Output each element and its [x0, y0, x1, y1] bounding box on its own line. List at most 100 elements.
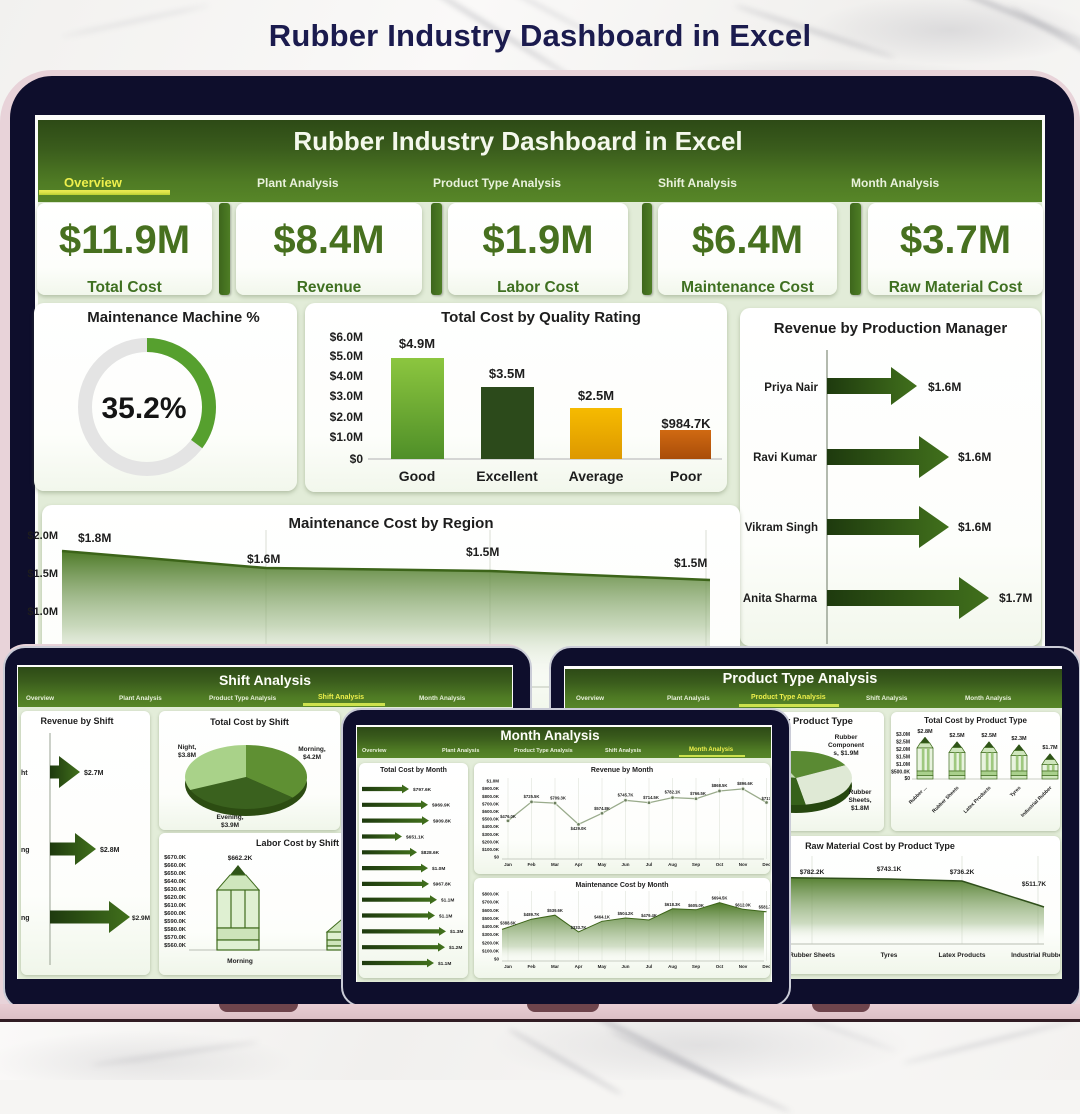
svg-text:Jul: Jul: [646, 862, 653, 867]
svg-text:Nov: Nov: [739, 964, 748, 969]
svg-text:$736.2K: $736.2K: [950, 869, 975, 876]
svg-text:Rubber Sheets: Rubber Sheets: [931, 785, 960, 814]
svg-text:$745.7K: $745.7K: [618, 792, 634, 797]
svg-text:$1.6M: $1.6M: [928, 380, 961, 394]
svg-text:$2.0M: $2.0M: [27, 530, 58, 542]
svg-text:Latex Products: Latex Products: [963, 785, 993, 815]
svg-text:$700.0K: $700.0K: [482, 900, 500, 905]
svg-text:May: May: [598, 964, 607, 969]
svg-text:$1.1M: $1.1M: [441, 898, 454, 904]
svg-text:$539.6K: $539.6K: [547, 908, 563, 913]
svg-text:May: May: [598, 862, 607, 867]
svg-text:$1.8M: $1.8M: [78, 531, 111, 545]
svg-text:Good: Good: [399, 468, 436, 484]
svg-text:$967.8K: $967.8K: [433, 882, 452, 888]
svg-text:$4.0M: $4.0M: [330, 369, 363, 383]
svg-text:Industrial Rubber: Industrial Rubber: [1011, 952, 1060, 959]
svg-text:$2.0M: $2.0M: [330, 410, 363, 424]
svg-text:$333.7K: $333.7K: [571, 925, 587, 930]
svg-text:Apr: Apr: [575, 964, 583, 969]
svg-text:$766.5K: $766.5K: [690, 791, 706, 796]
svg-text:$896.6K: $896.6K: [737, 781, 753, 786]
svg-text:$605.0K: $605.0K: [688, 903, 704, 908]
svg-text:$570.0K: $570.0K: [164, 935, 187, 941]
svg-text:$618.3K: $618.3K: [665, 902, 681, 907]
svg-text:$984.7K: $984.7K: [661, 416, 711, 431]
svg-text:$620.0K: $620.0K: [164, 895, 187, 901]
svg-text:$200.0K: $200.0K: [482, 839, 500, 844]
svg-text:$782.2K: $782.2K: [800, 869, 825, 876]
svg-text:Night,: Night,: [178, 744, 197, 751]
svg-text:$3.5M: $3.5M: [489, 366, 525, 381]
svg-text:s, $1.9M: s, $1.9M: [833, 750, 858, 757]
svg-text:$2.8M: $2.8M: [100, 847, 120, 854]
svg-text:Mar: Mar: [551, 964, 559, 969]
svg-text:$714.5K: $714.5K: [643, 795, 659, 800]
svg-text:$1.0M: $1.0M: [432, 866, 445, 872]
svg-text:Priya Nair: Priya Nair: [764, 382, 818, 394]
svg-text:Sep: Sep: [692, 862, 701, 867]
svg-text:$1.5M: $1.5M: [674, 556, 707, 570]
svg-text:$969.9K: $969.9K: [432, 803, 451, 809]
svg-text:Sheets,: Sheets,: [848, 797, 871, 804]
svg-text:$2.8M: $2.8M: [917, 729, 933, 735]
svg-text:$725.5K: $725.5K: [524, 794, 540, 799]
svg-text:Oct: Oct: [716, 862, 724, 867]
svg-text:$600.0K: $600.0K: [482, 908, 500, 913]
svg-text:$2.7M: $2.7M: [84, 770, 104, 777]
svg-text:$580.0K: $580.0K: [164, 927, 187, 933]
svg-text:$3.9M: $3.9M: [221, 822, 239, 829]
svg-text:Rubber ...: Rubber ...: [908, 785, 929, 806]
svg-text:Anita Sharma: Anita Sharma: [743, 593, 818, 605]
svg-text:$560.0K: $560.0K: [164, 943, 187, 949]
svg-text:$500.0K: $500.0K: [482, 916, 500, 921]
svg-text:$1.0M: $1.0M: [27, 606, 58, 618]
svg-text:$1.5M: $1.5M: [27, 568, 58, 580]
svg-text:$3.0M: $3.0M: [896, 732, 910, 738]
svg-text:$200.0K: $200.0K: [482, 940, 500, 945]
svg-text:$0: $0: [904, 776, 910, 782]
svg-text:$660.0K: $660.0K: [164, 863, 187, 869]
svg-text:$100.0K: $100.0K: [482, 949, 500, 954]
svg-text:$1.5M: $1.5M: [466, 545, 499, 559]
svg-text:$868.5K: $868.5K: [712, 783, 728, 788]
svg-text:$1.1M: $1.1M: [439, 913, 452, 919]
svg-text:$2.5M: $2.5M: [981, 733, 997, 739]
svg-text:$5.0M: $5.0M: [330, 349, 363, 363]
svg-text:$489.7K: $489.7K: [524, 912, 540, 917]
svg-text:$464.1K: $464.1K: [594, 914, 610, 919]
svg-text:Feb: Feb: [527, 862, 535, 867]
svg-text:$2.5M: $2.5M: [578, 388, 614, 403]
svg-text:$670.0K: $670.0K: [164, 855, 187, 861]
svg-text:Average: Average: [569, 468, 624, 484]
svg-text:$500.0K: $500.0K: [482, 817, 500, 822]
svg-text:$1.7M: $1.7M: [1042, 745, 1058, 751]
svg-text:$782.1K: $782.1K: [665, 790, 681, 795]
svg-text:Sep: Sep: [692, 964, 701, 969]
svg-text:$743.1K: $743.1K: [877, 866, 902, 873]
svg-text:Feb: Feb: [527, 964, 535, 969]
svg-text:$300.0K: $300.0K: [482, 832, 500, 837]
svg-text:$300.0K: $300.0K: [482, 932, 500, 937]
svg-text:$0: $0: [494, 957, 500, 962]
svg-text:Jan: Jan: [504, 964, 512, 969]
svg-text:Nov: Nov: [739, 862, 748, 867]
svg-text:$1.2M: $1.2M: [449, 945, 462, 951]
svg-text:Mar: Mar: [551, 862, 559, 867]
svg-text:Evening,: Evening,: [216, 814, 243, 821]
svg-text:Rubber Sheets: Rubber Sheets: [789, 952, 835, 959]
svg-text:$1.1M: $1.1M: [438, 961, 451, 967]
svg-text:$600.0K: $600.0K: [482, 809, 500, 814]
svg-text:$600.0K: $600.0K: [164, 911, 187, 917]
svg-text:Ravi Kumar: Ravi Kumar: [753, 452, 817, 464]
svg-text:Latex Products: Latex Products: [939, 952, 986, 959]
svg-text:$429.0K: $429.0K: [571, 826, 587, 831]
svg-text:$1.3M: $1.3M: [450, 929, 463, 935]
svg-text:Jun: Jun: [621, 964, 629, 969]
svg-text:Aug: Aug: [668, 862, 677, 867]
svg-text:$651.1K: $651.1K: [406, 834, 425, 840]
svg-text:$1.0M: $1.0M: [330, 430, 363, 444]
svg-text:$2.3M: $2.3M: [1011, 736, 1027, 742]
svg-text:Rubber: Rubber: [835, 734, 858, 741]
svg-text:Jan: Jan: [504, 862, 512, 867]
